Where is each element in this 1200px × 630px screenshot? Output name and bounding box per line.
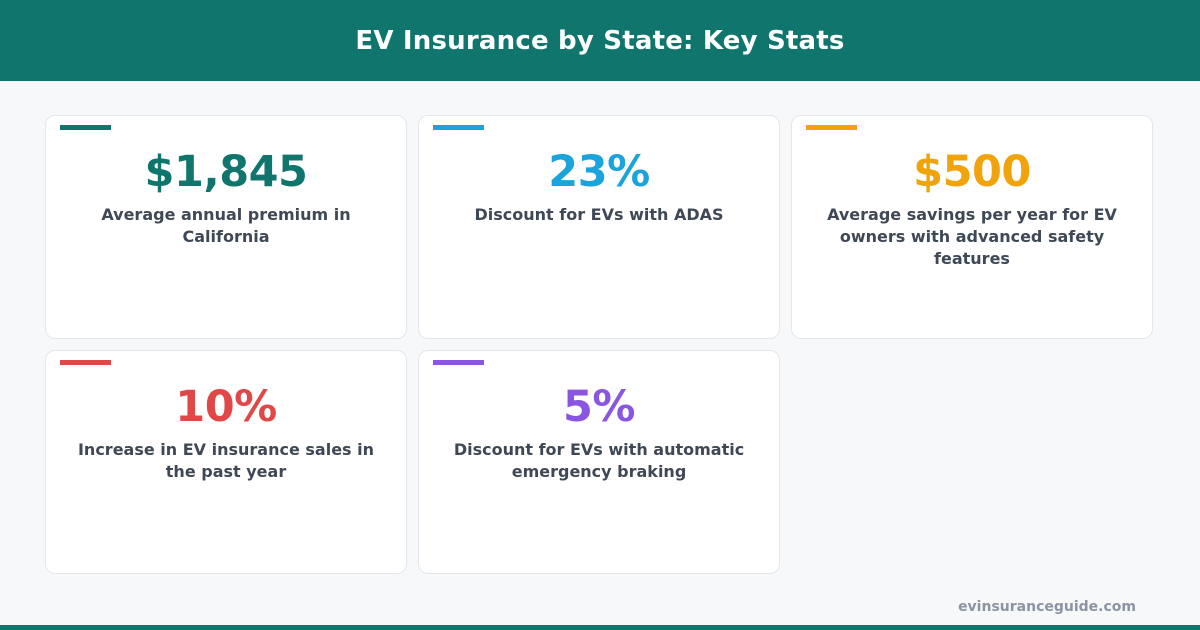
stat-card-safety-savings: $500 Average savings per year for EV own… [791, 115, 1153, 339]
accent-bar [806, 125, 857, 130]
bottom-accent-bar [0, 625, 1200, 630]
accent-bar [433, 360, 484, 365]
site-domain-link[interactable]: evinsuranceguide.com [958, 599, 1136, 615]
stat-card-ca-premium: $1,845 Average annual premium in Califor… [45, 115, 407, 339]
stat-description: Discount for EVs with ADAS [474, 205, 724, 224]
stat-description: Average annual premium in California [101, 205, 351, 246]
accent-bar [60, 360, 111, 365]
stat-value: $1,845 [144, 147, 308, 197]
stat-value: 10% [175, 382, 277, 432]
stat-value: $500 [913, 147, 1031, 197]
accent-bar [433, 125, 484, 130]
stat-description: Average savings per year for EV owners w… [827, 205, 1117, 268]
header-banner: EV Insurance by State: Key Stats [0, 0, 1200, 81]
accent-bar [60, 125, 111, 130]
stat-value: 23% [548, 147, 650, 197]
stat-card-aeb-discount: 5% Discount for EVs with automatic emerg… [418, 350, 780, 574]
stat-description: Discount for EVs with automatic emergenc… [453, 440, 745, 481]
stat-value: 5% [562, 382, 636, 432]
stat-card-sales-increase: 10% Increase in EV insurance sales in th… [45, 350, 407, 574]
stat-description: Increase in EV insurance sales in the pa… [77, 440, 375, 481]
stat-card-adas-discount: 23% Discount for EVs with ADAS [418, 115, 780, 339]
page-title: EV Insurance by State: Key Stats [355, 25, 845, 56]
